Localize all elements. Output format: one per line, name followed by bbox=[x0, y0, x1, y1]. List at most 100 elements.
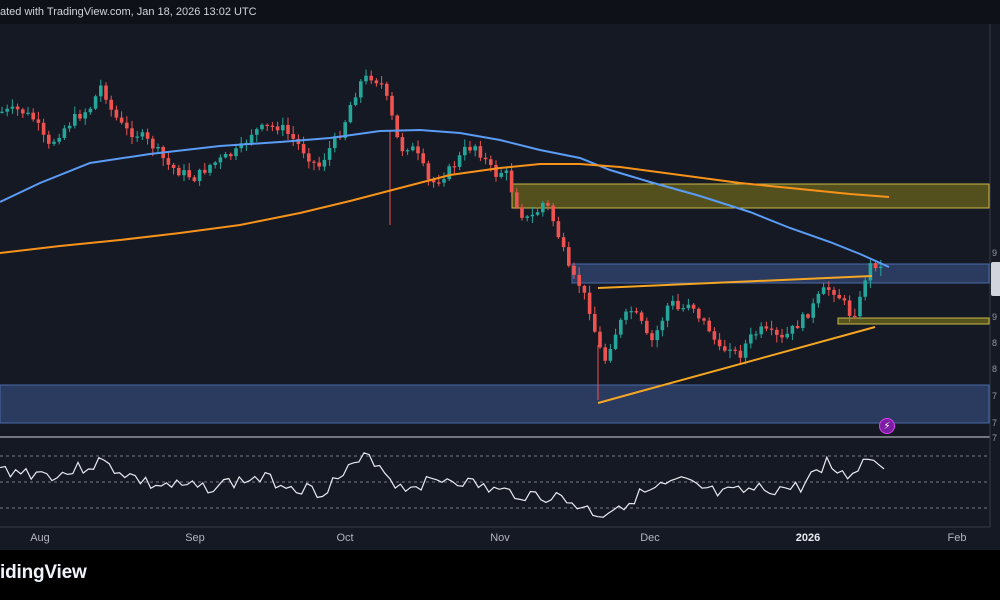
candlestick bbox=[847, 295, 852, 323]
candle-body bbox=[275, 126, 280, 131]
candlestick bbox=[619, 317, 623, 338]
candlestick bbox=[707, 317, 711, 333]
candle-body bbox=[577, 274, 581, 286]
candle-body bbox=[359, 81, 363, 98]
candlestick bbox=[437, 174, 441, 187]
candlestick bbox=[10, 99, 15, 114]
candlestick bbox=[723, 339, 727, 353]
candle-body bbox=[286, 125, 290, 134]
demand-zone-blue bbox=[0, 384, 990, 424]
candlestick bbox=[78, 109, 82, 122]
candlestick bbox=[665, 302, 670, 328]
candlestick bbox=[775, 327, 779, 343]
candlestick bbox=[717, 333, 722, 351]
candlestick bbox=[405, 148, 410, 156]
candle-body bbox=[764, 326, 769, 329]
candle-body bbox=[499, 173, 503, 177]
candle-body bbox=[213, 162, 217, 165]
candlestick bbox=[494, 160, 498, 182]
candlestick bbox=[546, 200, 550, 211]
candle-body bbox=[535, 212, 540, 215]
candle-body bbox=[182, 170, 186, 176]
candlestick bbox=[62, 125, 67, 140]
candle-body bbox=[192, 177, 197, 182]
candle-body bbox=[411, 146, 415, 151]
candle-body bbox=[785, 333, 789, 338]
candle-body bbox=[619, 319, 623, 335]
candle-body bbox=[291, 133, 295, 139]
candlestick bbox=[333, 132, 337, 153]
price-axis-label: 9 bbox=[992, 312, 997, 322]
candle-body bbox=[307, 153, 311, 162]
candlestick bbox=[816, 291, 821, 308]
candlestick bbox=[255, 127, 259, 142]
candlestick bbox=[759, 322, 763, 338]
candlestick bbox=[67, 122, 72, 132]
price-axis-label: 7 bbox=[992, 391, 997, 401]
candlestick bbox=[634, 307, 639, 315]
candle-body bbox=[57, 137, 61, 142]
candlestick bbox=[208, 163, 212, 176]
candle-body bbox=[93, 96, 98, 109]
candlestick bbox=[728, 343, 732, 359]
candlestick bbox=[832, 286, 836, 303]
price-chart[interactable]: AugSepOctNovDec2026Feb99988777 bbox=[0, 24, 1000, 550]
candlestick bbox=[567, 241, 571, 268]
candle-body bbox=[821, 287, 826, 294]
candle-body bbox=[671, 300, 675, 306]
candle-body bbox=[281, 125, 285, 131]
candle-body bbox=[265, 124, 269, 126]
flash-event-icon[interactable]: ⚡ bbox=[879, 418, 895, 434]
chart-header: ated with TradingView.com, Jan 18, 2026 … bbox=[0, 0, 1000, 25]
candle-body bbox=[723, 346, 727, 351]
candlestick bbox=[676, 293, 680, 311]
candle-body bbox=[390, 95, 394, 116]
candle-body bbox=[624, 311, 628, 320]
candle-body bbox=[842, 298, 847, 301]
candle-body bbox=[686, 304, 691, 309]
candlestick bbox=[691, 302, 696, 313]
candle-body bbox=[463, 146, 467, 156]
price-axis-label: 8 bbox=[992, 364, 997, 374]
candle-body bbox=[613, 334, 618, 350]
candlestick bbox=[478, 140, 483, 162]
candlestick bbox=[650, 329, 654, 347]
candlestick bbox=[681, 304, 685, 312]
candlestick bbox=[509, 163, 514, 197]
candlestick bbox=[463, 139, 467, 161]
candlestick bbox=[135, 131, 139, 142]
candlestick bbox=[837, 288, 841, 300]
candle-body bbox=[395, 115, 399, 138]
candlestick bbox=[504, 166, 509, 181]
candle-body bbox=[405, 150, 410, 152]
candlestick bbox=[842, 295, 847, 306]
candlestick bbox=[624, 308, 628, 325]
candlestick bbox=[733, 346, 737, 355]
moving-average-200 bbox=[0, 163, 890, 254]
candle-body bbox=[759, 326, 763, 335]
candle-body bbox=[816, 293, 821, 304]
candlestick bbox=[369, 70, 373, 85]
lower-trendline bbox=[597, 326, 876, 404]
candle-body bbox=[572, 265, 576, 275]
moving-average-100 bbox=[0, 128, 890, 268]
candle-body bbox=[125, 122, 129, 129]
candle-body bbox=[780, 334, 784, 338]
candlestick bbox=[0, 106, 4, 114]
candlestick bbox=[853, 308, 857, 319]
candle-body bbox=[379, 83, 384, 85]
candle-body bbox=[322, 159, 327, 167]
candle-body bbox=[140, 132, 145, 137]
candle-body bbox=[218, 157, 223, 163]
candle-body bbox=[629, 311, 633, 313]
rsi-pane bbox=[0, 452, 990, 518]
candle-body bbox=[582, 285, 587, 293]
chart-area[interactable]: AugSepOctNovDec2026Feb99988777 bbox=[0, 24, 1000, 550]
candlestick bbox=[686, 298, 691, 311]
candle-body bbox=[811, 303, 815, 318]
candle-body bbox=[520, 207, 524, 218]
snapshot-caption: ated with TradingView.com, Jan 18, 2026 … bbox=[0, 6, 257, 18]
candle-body bbox=[541, 202, 545, 213]
candle-body bbox=[660, 320, 665, 331]
candle-body bbox=[119, 117, 124, 123]
